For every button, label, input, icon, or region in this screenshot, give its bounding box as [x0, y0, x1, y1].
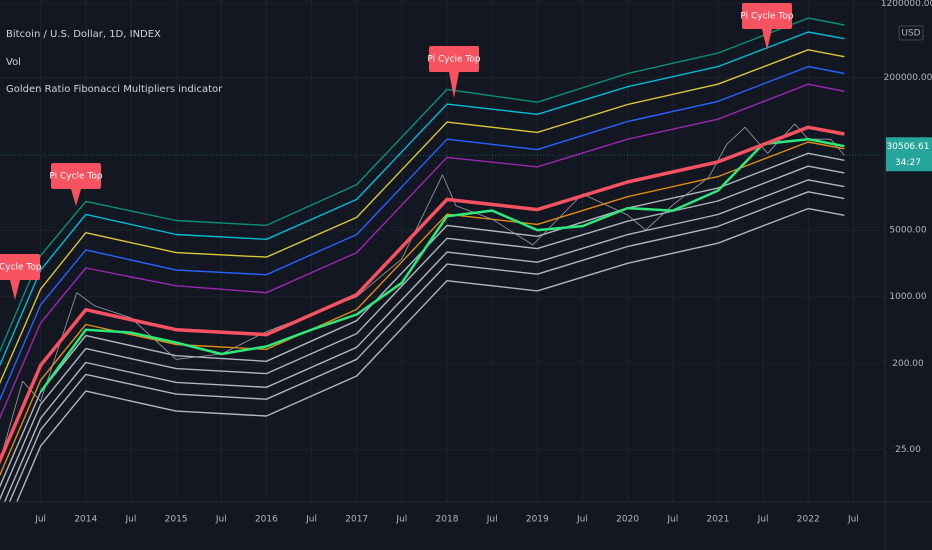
annotation-label: Pi Cycle Top [740, 12, 794, 22]
chart-title: Bitcoin / U.S. Dollar, 1D, INDEX [6, 29, 161, 40]
y-tick-label: 1000.00 [889, 292, 926, 302]
x-tick-label: 2021 [706, 515, 729, 525]
x-tick-label: Jul [757, 515, 769, 525]
grid [0, 0, 885, 502]
y-tick-label: 200.00 [892, 359, 924, 369]
y-tick-label: 25.00 [895, 445, 921, 455]
plot [0, 17, 885, 502]
y-tick-label: 1200000.00 [881, 0, 932, 9]
series-line [0, 141, 845, 477]
x-tick-label: 2022 [797, 515, 820, 525]
countdown: 34:27 [895, 158, 921, 168]
x-tick-label: Jul [215, 515, 227, 525]
series-line [15, 207, 845, 502]
series-line [3, 179, 845, 502]
series-line [0, 83, 845, 420]
annotation-label: Pi Cycle Top [427, 55, 481, 65]
y-tick-label: 200000.00 [884, 73, 932, 83]
series-line [0, 31, 845, 367]
x-tick-label: 2014 [74, 515, 97, 525]
last-price-label: 30506.61 [887, 142, 930, 152]
series-line [0, 65, 845, 402]
series-line [0, 17, 845, 353]
series-line [0, 152, 845, 488]
currency[interactable]: USD [901, 29, 920, 39]
x-tick-label: 2015 [165, 515, 188, 525]
annotation-box [429, 46, 479, 72]
x-tick-label: Jul [34, 515, 46, 525]
x-tick-label: Jul [666, 515, 678, 525]
x-tick-label: Jul [305, 515, 317, 525]
x-tick-label: Jul [847, 515, 859, 525]
annotation-label: Pi Cycle Top [0, 263, 42, 273]
x-tick-label: Jul [395, 515, 407, 525]
x-tick-label: 2018 [436, 515, 459, 525]
annotations: Pi Cycle Top Pi Cycle Top Pi Cycle Top Pi C… [0, 3, 794, 300]
series-line [39, 137, 845, 393]
annotation-pointer [10, 280, 20, 300]
series-line [8, 191, 845, 502]
y-tick-label: 5000.00 [889, 226, 926, 236]
indicator-label: Golden Ratio Fibonacci Multipliers indic… [6, 84, 223, 95]
annotation-pointer [71, 189, 81, 206]
series-line [0, 49, 845, 385]
series-line [0, 165, 845, 501]
x-tick-label: Jul [125, 515, 137, 525]
annotation-pointer [449, 72, 459, 98]
currency-box[interactable] [898, 25, 924, 41]
annotation-box [51, 163, 101, 189]
x-tick-label: Jul [486, 515, 498, 525]
annotation-pointer [762, 29, 772, 50]
x-tick-label: 2020 [616, 515, 639, 525]
x-tick-label: 2016 [255, 515, 278, 525]
annotation-box [742, 3, 792, 29]
x-tick-label: 2019 [526, 515, 549, 525]
x-tick-label: 2017 [345, 515, 368, 525]
last-price-box [886, 137, 932, 172]
annotation-label: Pi Cycle Top [49, 172, 103, 182]
x-tick-label: Jul [576, 515, 588, 525]
series-line [0, 125, 845, 465]
volume-label: Vol [6, 57, 21, 68]
annotation-box [0, 254, 40, 280]
